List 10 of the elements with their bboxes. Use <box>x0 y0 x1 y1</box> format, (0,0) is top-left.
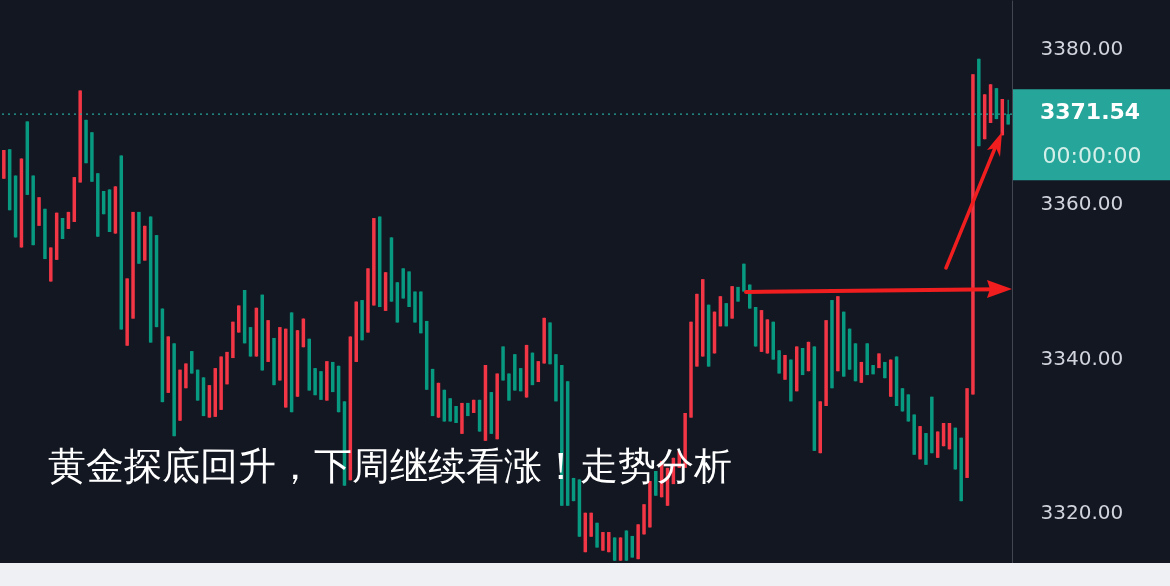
y-tick-label: 3340.00 <box>1040 345 1124 370</box>
y-tick-label: 3360.00 <box>1040 190 1124 215</box>
ref-line-label: 3371.54 <box>1039 99 1141 125</box>
text: 00:00:00 <box>1042 143 1142 169</box>
y-tick-label: 3320.00 <box>1040 500 1124 525</box>
candlestick <box>1006 99 1010 126</box>
candlestick <box>601 531 605 552</box>
candlestick <box>190 350 194 375</box>
candlestick <box>777 349 781 375</box>
y-tick-label: 3380.00 <box>1040 36 1124 61</box>
